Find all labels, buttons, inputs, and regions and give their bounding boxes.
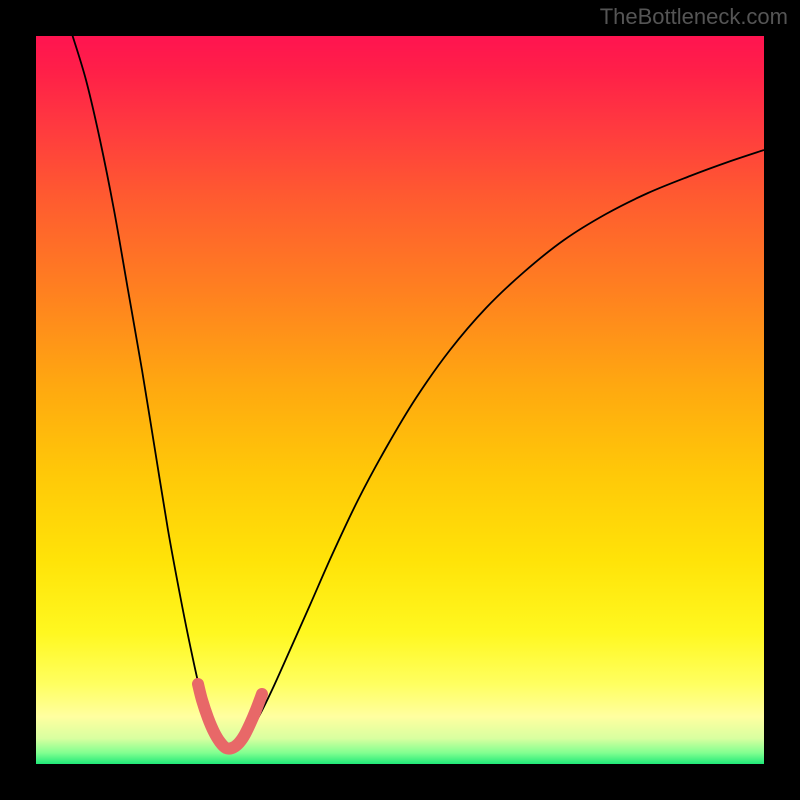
watermark-text: TheBottleneck.com [600,4,788,30]
plot-background [36,36,764,764]
bottleneck-chart [0,0,800,800]
